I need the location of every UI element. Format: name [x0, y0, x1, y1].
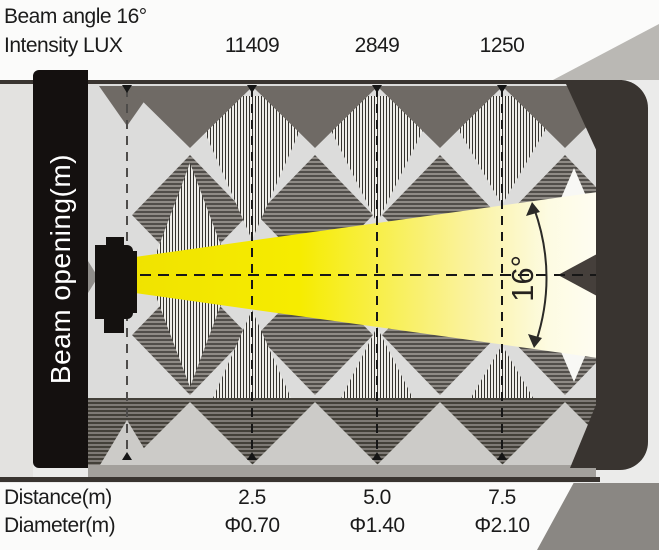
distance-line-5_0 — [376, 88, 378, 456]
fixture-foot — [104, 318, 124, 333]
frame-top-edge — [0, 80, 622, 84]
diameter-value-3: Φ2.10 — [474, 514, 530, 537]
line-bottom-arrow — [247, 452, 257, 460]
distance-value-2: 5.0 — [363, 486, 391, 509]
frame-bottom-edge — [0, 477, 600, 482]
line-top-arrow — [497, 85, 507, 93]
stage-left-margin — [0, 80, 33, 482]
diameter-value-2: Φ1.40 — [349, 514, 405, 537]
line-top-arrow — [247, 85, 257, 93]
bottom-band: Distance(m) 2.5 5.0 7.5 Diameter(m) Φ0.7… — [0, 483, 659, 550]
beam-center-line — [140, 274, 602, 276]
top-band: Beam angle 16° Intensity LUX 11409 2849 … — [0, 0, 659, 80]
pattern-bottom-strip — [88, 465, 596, 478]
line-bottom-arrow — [122, 452, 132, 460]
angle-value-label: 16° — [505, 254, 540, 302]
intensity-value-3: 1250 — [479, 34, 525, 57]
beam-opening-axis-label: Beam opening(m) — [44, 153, 76, 385]
distance-value-1: 2.5 — [238, 486, 266, 509]
distance-line-2_5 — [251, 88, 253, 456]
line-bottom-arrow — [497, 452, 507, 460]
left-wall-bar: Beam opening(m) — [33, 70, 88, 468]
beam-angle-title: Beam angle 16° — [4, 5, 147, 28]
diameter-value-1: Φ0.70 — [224, 514, 280, 537]
line-top-arrow — [122, 85, 132, 93]
line-top-arrow — [372, 85, 382, 93]
frame-right — [596, 80, 648, 470]
fixture-lens — [129, 251, 137, 313]
intensity-value-1: 11409 — [224, 34, 280, 57]
diameter-label: Diameter(m) — [4, 514, 116, 537]
distance-line-7_5 — [501, 88, 503, 456]
distance-label: Distance(m) — [4, 486, 112, 509]
line-bottom-arrow — [372, 452, 382, 460]
intensity-value-2: 2849 — [354, 34, 400, 57]
spotlight-fixture — [95, 237, 140, 333]
distance-value-3: 7.5 — [488, 486, 516, 509]
fixture-body — [95, 245, 133, 319]
top-right-shade — [553, 24, 659, 80]
intensity-label: Intensity LUX — [4, 34, 123, 57]
